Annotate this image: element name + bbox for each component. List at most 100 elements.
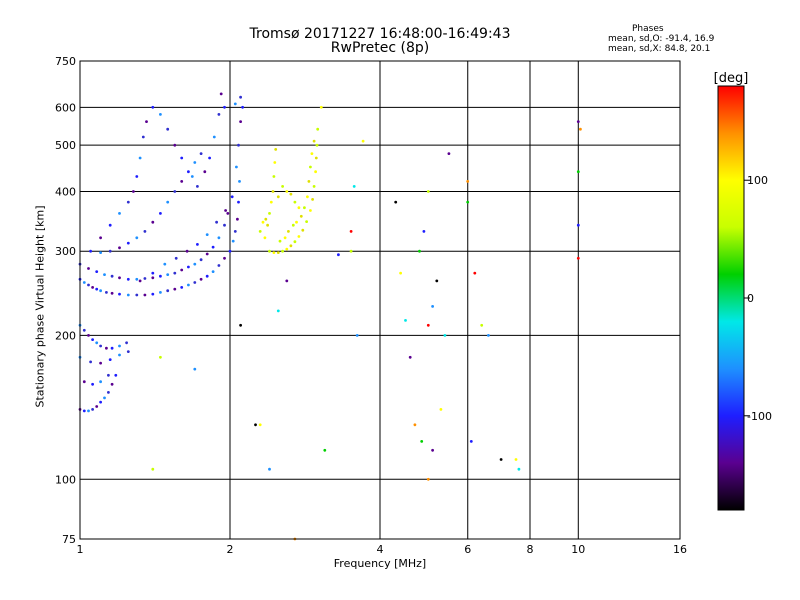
data-point: [187, 265, 190, 269]
data-point: [180, 156, 184, 160]
data-point: [271, 190, 275, 193]
data-point: [219, 92, 223, 96]
data-point: [199, 152, 203, 156]
data-point: [231, 239, 235, 243]
data-point: [233, 230, 237, 233]
data-point: [426, 190, 430, 193]
y-tick-label: 600: [55, 101, 76, 114]
data-point: [223, 256, 226, 260]
data-point: [299, 214, 303, 218]
data-point: [138, 279, 142, 283]
data-point: [399, 271, 402, 275]
data-point: [87, 334, 90, 337]
data-point: [305, 220, 308, 224]
data-point: [418, 249, 421, 253]
data-point: [413, 423, 417, 427]
data-point: [159, 355, 162, 359]
data-point: [212, 135, 216, 139]
data-point: [99, 380, 102, 384]
data-point: [166, 127, 170, 131]
data-point: [239, 95, 243, 99]
data-point: [141, 135, 145, 139]
data-point: [107, 373, 110, 377]
data-point: [211, 245, 215, 249]
data-point: [105, 346, 108, 350]
data-point: [159, 291, 162, 294]
data-point: [95, 270, 99, 273]
data-point: [276, 251, 280, 255]
data-point: [237, 200, 240, 204]
data-point: [193, 262, 197, 266]
data-point: [203, 170, 207, 174]
data-point: [208, 156, 212, 160]
data-point: [132, 190, 135, 193]
x-axis-label: Frequency [MHz]: [333, 557, 427, 570]
y-axis-label: Stationary phase Virtual Height [km]: [33, 205, 47, 408]
data-point: [103, 396, 106, 400]
data-point: [126, 241, 130, 245]
data-point: [82, 281, 86, 284]
data-point: [272, 251, 276, 255]
data-point: [473, 271, 477, 275]
data-point: [87, 409, 90, 413]
data-point: [239, 120, 243, 123]
data-point: [576, 120, 580, 123]
data-point: [291, 223, 295, 227]
data-point: [217, 264, 221, 267]
data-point: [238, 180, 241, 183]
data-point: [309, 165, 312, 169]
data-point: [199, 258, 203, 262]
data-point: [254, 423, 257, 427]
data-point: [420, 440, 424, 443]
data-points: [78, 92, 582, 541]
data-point: [135, 277, 139, 281]
data-point: [166, 273, 170, 276]
data-point: [99, 344, 102, 348]
data-point: [159, 212, 162, 215]
phase-x-stats: mean, sd,X: 84.8, 20.1: [608, 44, 711, 54]
x-tick-label: 16: [673, 543, 687, 556]
data-point: [151, 276, 155, 280]
y-tick-label: 100: [55, 473, 76, 486]
data-point: [190, 175, 194, 178]
data-point: [268, 467, 271, 471]
x-tick-label: 6: [464, 543, 471, 556]
grid-layer: [80, 61, 680, 539]
data-point: [110, 291, 114, 295]
data-point: [426, 323, 430, 327]
data-point: [293, 200, 297, 204]
data-point: [258, 423, 262, 427]
data-point: [91, 286, 94, 289]
data-point: [349, 249, 353, 253]
x-tick-label: 2: [227, 543, 234, 556]
data-point: [95, 405, 99, 408]
data-point: [135, 236, 139, 240]
data-point: [180, 286, 184, 289]
data-point: [303, 206, 306, 210]
data-point: [99, 236, 102, 240]
data-point: [466, 180, 470, 183]
data-point: [285, 247, 289, 251]
data-point: [236, 217, 239, 221]
data-point: [99, 400, 102, 404]
data-point: [126, 350, 130, 353]
data-point: [276, 195, 280, 199]
data-point: [151, 220, 155, 224]
data-point: [314, 170, 317, 174]
data-point: [205, 233, 209, 237]
data-point: [151, 271, 155, 275]
data-point: [95, 341, 99, 345]
data-point: [426, 477, 430, 481]
data-point: [230, 195, 234, 199]
chart-subtitle: RwPretec (8p): [330, 40, 430, 56]
data-point: [297, 206, 301, 210]
data-point: [118, 353, 121, 357]
x-tick-label: 1: [77, 543, 84, 556]
data-point: [276, 309, 280, 313]
phases-title: Phases: [632, 24, 664, 34]
y-tick-label: 200: [55, 329, 76, 342]
data-point: [110, 346, 114, 350]
axis-ticks: 1 2 4 6 8 10 16 75 100 200 300 400 500 600 750: [55, 55, 687, 556]
data-point: [514, 458, 518, 461]
